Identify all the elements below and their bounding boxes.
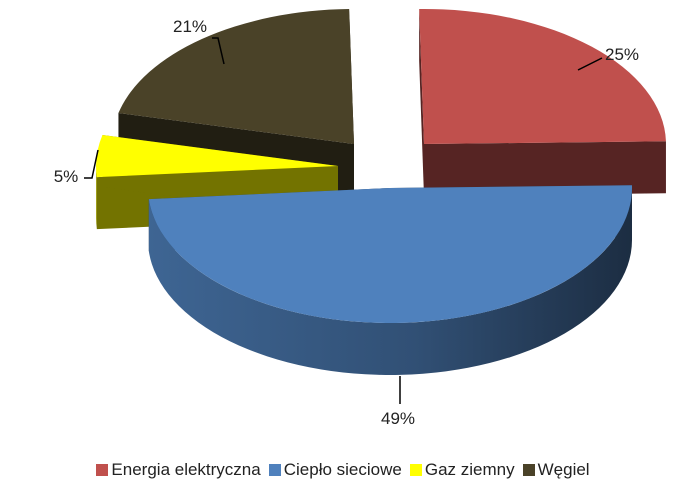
chart-legend: Energia elektryczna Ciepło sieciowe Gaz zi… (0, 460, 686, 480)
slice-gaz-ziemny-top (96, 135, 338, 178)
legend-swatch-energia-elektryczna (96, 464, 109, 476)
legend-swatch-wegiel (522, 464, 535, 476)
slice-energia-elektryczna (419, 8, 666, 197)
legend-entry-wegiel: Węgiel (522, 460, 590, 480)
slice-gaz-ziemny-side (96, 166, 97, 230)
legend-label-wegiel: Węgiel (537, 460, 590, 479)
legend-swatch-gaz-ziemny (409, 464, 422, 476)
data-label-gaz-ziemny: 5% (54, 167, 79, 186)
data-label-wegiel: 21% (173, 17, 207, 36)
data-label-energia-elektryczna: 25% (605, 45, 639, 64)
data-label-cieplo-sieciowe: 49% (381, 409, 415, 428)
slice-energia-elektryczna-edge-0 (419, 9, 424, 197)
legend-label-energia-elektryczna: Energia elektryczna (111, 460, 261, 479)
slice-cieplo-sieciowe-top (148, 185, 632, 323)
slice-energia-elektryczna-edge-1 (424, 141, 666, 196)
slice-cieplo-sieciowe-side (148, 188, 633, 375)
legend-entry-energia-elektryczna: Energia elektryczna (96, 460, 261, 480)
leader-line-wegiel (212, 37, 225, 65)
legend-label-cieplo-sieciowe: Ciepło sieciowe (283, 460, 402, 479)
legend-entry-gaz-ziemny: Gaz ziemny (409, 460, 515, 480)
leader-line-energia-elektryczna (577, 57, 603, 71)
legend-entry-cieplo-sieciowe: Ciepło sieciowe (268, 460, 402, 480)
leader-line-gaz-ziemny (84, 149, 99, 179)
slice-cieplo-sieciowe (148, 185, 633, 375)
slice-energia-elektryczna-top (419, 8, 666, 144)
legend-swatch-cieplo-sieciowe (268, 464, 281, 476)
pie-chart-plot: 25% 49% 5% 21% (54, 8, 666, 428)
legend-label-gaz-ziemny: Gaz ziemny (424, 460, 515, 479)
slice-wegiel-top (118, 9, 355, 145)
